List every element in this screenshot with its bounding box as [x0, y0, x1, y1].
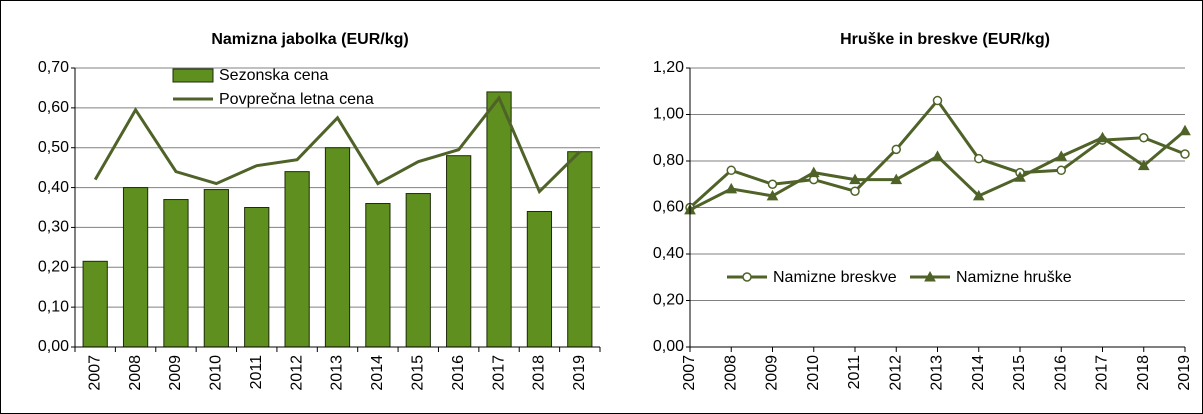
- y-tick-label: 1,00: [653, 106, 684, 123]
- chart-title: Hruške in breskve (EUR/kg): [840, 31, 1050, 48]
- bar: [324, 147, 351, 348]
- point: [725, 182, 738, 194]
- y-tick-label: 0,10: [38, 298, 69, 315]
- legend-marker: [742, 272, 752, 282]
- x-tick-label: 2014: [369, 355, 386, 391]
- point: [1014, 171, 1026, 182]
- y-tick-label: 0,00: [653, 338, 684, 355]
- bar: [405, 193, 431, 348]
- point: [1056, 165, 1066, 176]
- x-tick-label: 2019: [1176, 355, 1193, 391]
- x-tick-label: 2007: [681, 355, 698, 391]
- chart: Namizna jabolka (EUR/kg) 0,00 0,10 0,20 0,30…: [38, 31, 601, 391]
- x-tick-label: 2009: [167, 355, 184, 391]
- bar: [486, 91, 512, 348]
- point: [972, 189, 985, 201]
- x-tick-label: 2017: [1094, 355, 1111, 391]
- x-tick-label: 2009: [764, 355, 781, 391]
- x-tick-label: 2008: [127, 355, 144, 391]
- legend-label: Povprečna letna cena: [219, 91, 374, 108]
- point: [726, 165, 736, 176]
- y-tick-label: 0,70: [38, 59, 69, 76]
- x-tick-label: 2017: [490, 355, 507, 391]
- x-tick-label: 2014: [970, 355, 987, 391]
- chart-title: Namizna jabolka (EUR/kg): [211, 31, 408, 48]
- bar: [244, 207, 270, 348]
- x-tick-label: 2010: [208, 355, 225, 391]
- y-tick-label: 0,60: [653, 199, 684, 216]
- point: [1137, 159, 1150, 171]
- x-tick-label: 2012: [288, 355, 305, 391]
- point: [974, 153, 984, 164]
- x-tick-label: 2013: [929, 355, 946, 391]
- x-tick-label: 2012: [887, 355, 904, 391]
- point: [931, 150, 944, 161]
- legend-label: Sezonska cena: [219, 67, 329, 84]
- x-tick-label: 2015: [1011, 355, 1028, 391]
- point: [890, 173, 903, 185]
- point: [850, 186, 860, 196]
- y-tick-label: 0,00: [38, 338, 69, 355]
- y-tick-label: 0,80: [653, 152, 684, 169]
- point: [849, 173, 861, 185]
- legend-label: Namizne hruške: [956, 269, 1072, 286]
- bar: [365, 203, 391, 348]
- point: [1055, 150, 1068, 161]
- point: [932, 95, 943, 106]
- y-tick-label: 0,40: [653, 245, 684, 262]
- bar: [526, 210, 553, 348]
- x-tick-label: 2018: [531, 355, 548, 391]
- legend-marker: [924, 270, 936, 282]
- x-tick-label: 2010: [805, 355, 822, 391]
- point: [1180, 149, 1190, 159]
- y-tick-label: 0,50: [38, 139, 69, 156]
- legend-swatch: [172, 68, 214, 83]
- y-tick-label: 0,20: [653, 292, 684, 309]
- bar: [203, 189, 229, 348]
- point: [1139, 133, 1149, 143]
- point: [891, 144, 901, 155]
- x-tick-label: 2015: [409, 355, 426, 391]
- line: [93, 94, 581, 195]
- y-tick-label: 0,60: [38, 99, 69, 116]
- point: [1096, 131, 1109, 143]
- x-tick-label: 2016: [1052, 355, 1069, 391]
- bar: [567, 151, 593, 348]
- x-tick-label: 2013: [329, 355, 346, 391]
- bar: [446, 155, 472, 348]
- x-tick-label: 2011: [846, 355, 863, 390]
- point: [766, 189, 779, 201]
- point: [1179, 124, 1191, 136]
- bar: [163, 199, 189, 348]
- legend-label: Namizne breskve: [773, 269, 897, 286]
- y-tick-label: 0,30: [38, 219, 69, 236]
- x-tick-label: 2019: [571, 355, 588, 391]
- bar: [82, 260, 108, 348]
- point: [767, 179, 778, 189]
- x-tick-label: 2008: [722, 355, 739, 391]
- y-tick-label: 0,40: [38, 179, 69, 196]
- x-tick-label: 2016: [450, 355, 467, 391]
- x-tick-label: 2018: [1135, 355, 1152, 391]
- y-tick-label: 0,20: [38, 259, 69, 276]
- chart: Hruške in breskve (EUR/kg) 0,00 0,20 0,40 0,…: [653, 31, 1193, 390]
- y-tick-label: 1,20: [653, 59, 684, 76]
- bar: [122, 187, 149, 348]
- x-tick-label: 2007: [86, 355, 103, 391]
- point: [807, 166, 820, 178]
- x-tick-label: 2011: [248, 355, 265, 390]
- bar: [284, 171, 310, 348]
